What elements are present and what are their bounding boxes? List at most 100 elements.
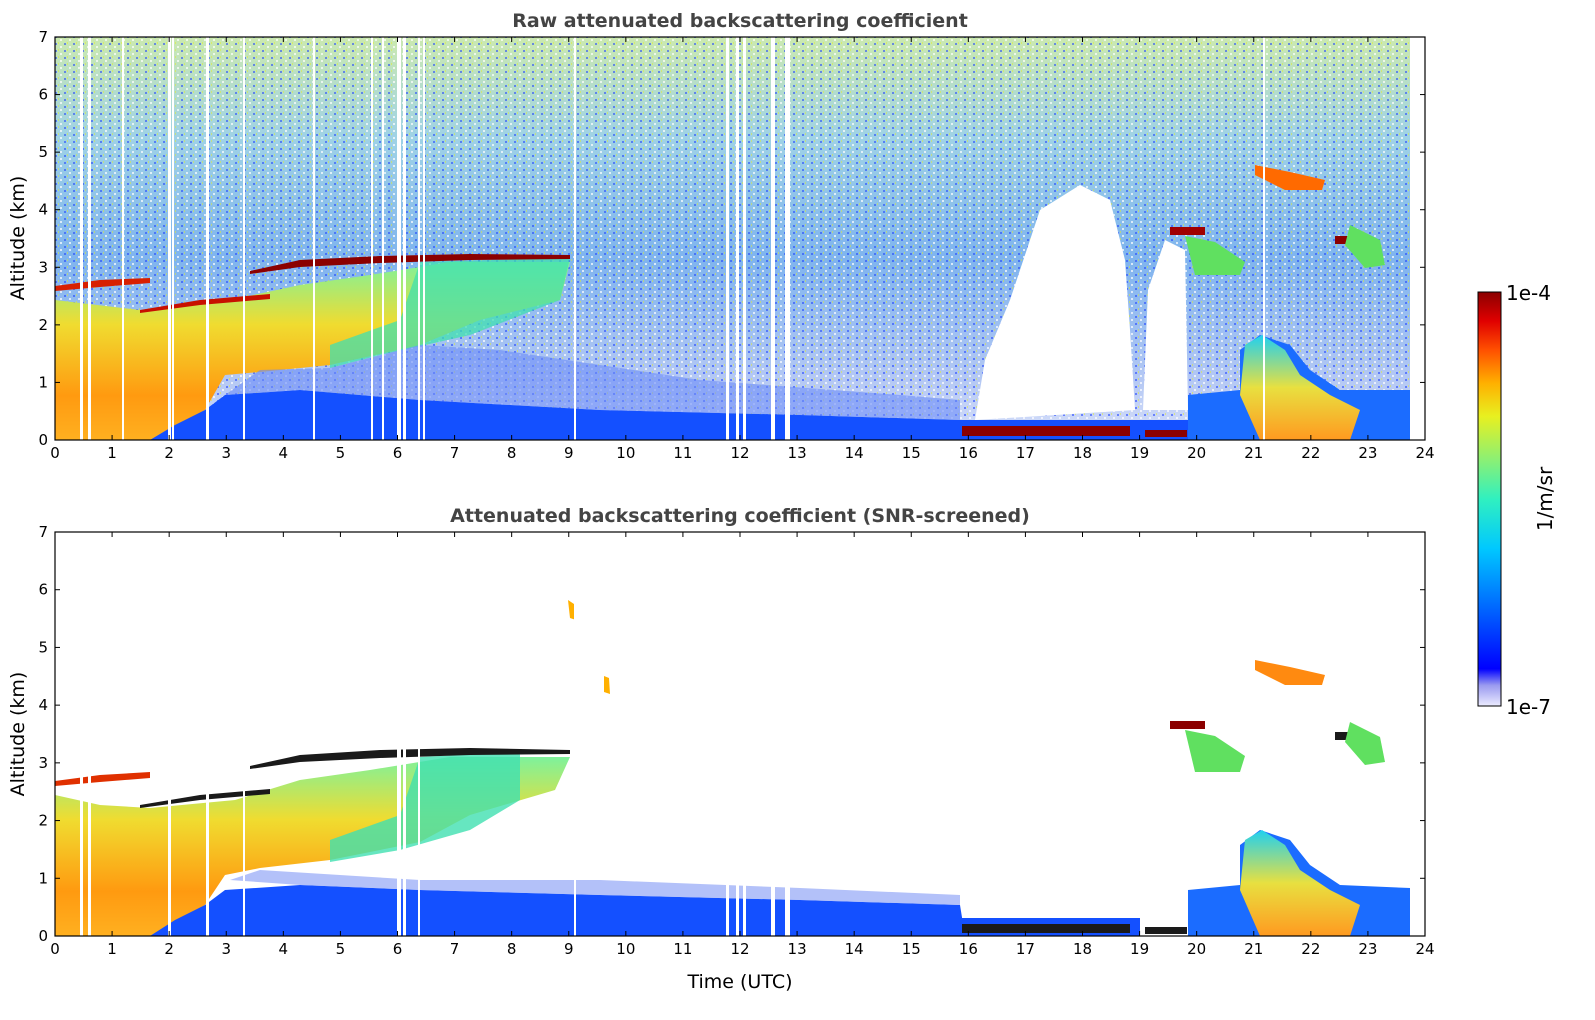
clear-gap xyxy=(975,185,1135,420)
y-tick-label: 3 xyxy=(38,754,48,772)
x-tick-label: 22 xyxy=(1301,940,1320,958)
screened-backscatter-panel: Attenuated backscattering coefficient (S… xyxy=(7,505,1435,993)
screened-cloud-high-2-fringe xyxy=(1345,722,1385,765)
cloud-low-2 xyxy=(1145,430,1187,437)
screened-evening-plume xyxy=(1240,830,1360,936)
evening-plume xyxy=(1240,335,1360,440)
time-xlabel: Time (UTC) xyxy=(686,971,792,993)
y-tick-label: 5 xyxy=(38,638,48,656)
x-tick-label: 23 xyxy=(1358,940,1377,958)
y-tick-label: 1 xyxy=(38,373,48,391)
x-tick-label: 0 xyxy=(50,940,60,958)
screened-heatmap xyxy=(55,532,1410,936)
colorbar-max-label: 1e-4 xyxy=(1506,281,1551,305)
layer-early xyxy=(55,278,150,291)
raw-ylabel: Altitude (km) xyxy=(7,176,29,301)
x-tick-label: 18 xyxy=(1073,940,1092,958)
y-tick-label: 6 xyxy=(38,581,48,599)
x-tick-label: 23 xyxy=(1358,444,1377,462)
y-tick-label: 3 xyxy=(38,258,48,276)
screened-layer-descending xyxy=(140,789,270,808)
plume-fringe xyxy=(330,258,570,368)
screened-ylabel: Altitude (km) xyxy=(7,672,29,797)
screened-cloud-mid-fringe xyxy=(1185,730,1245,772)
x-tick-label: 7 xyxy=(450,444,460,462)
x-tick-label: 13 xyxy=(788,444,807,462)
x-tick-label: 7 xyxy=(450,940,460,958)
screened-layer-3km xyxy=(250,748,570,769)
x-tick-label: 19 xyxy=(1130,940,1149,958)
x-tick-label: 12 xyxy=(730,444,749,462)
x-tick-label: 3 xyxy=(221,444,231,462)
x-tick-label: 5 xyxy=(336,940,346,958)
x-tick-label: 1 xyxy=(107,444,117,462)
screened-cloud-mid xyxy=(1170,721,1205,729)
x-tick-label: 6 xyxy=(393,444,403,462)
y-tick-label: 5 xyxy=(38,143,48,161)
cloud-high-2-fringe xyxy=(1345,225,1385,268)
screened-cloud-low-1 xyxy=(962,924,1130,933)
y-tick-label: 4 xyxy=(38,201,48,219)
raw-backscatter-panel: Raw attenuated backscattering coefficien… xyxy=(7,10,1435,462)
boundary-layer-fringe xyxy=(225,345,960,420)
x-tick-label: 14 xyxy=(845,940,864,958)
x-tick-label: 18 xyxy=(1073,444,1092,462)
screened-layer-early xyxy=(55,772,150,786)
screened-missing-profiles xyxy=(80,532,790,936)
x-tick-label: 19 xyxy=(1130,444,1149,462)
x-tick-label: 9 xyxy=(564,444,574,462)
screened-cloud-low-2 xyxy=(1145,927,1187,934)
raw-axis-ticks: 0 1 2 3 4 5 6 7 8 9 10 11 12 13 14 15 16 17 18 19 20 21 22 23 24… xyxy=(38,28,1434,462)
x-tick-label: 24 xyxy=(1415,940,1434,958)
screened-speck-2 xyxy=(604,676,610,694)
x-tick-label: 12 xyxy=(730,940,749,958)
cloud-low-1 xyxy=(962,426,1130,436)
cloud-mid xyxy=(1170,227,1205,235)
x-tick-label: 24 xyxy=(1415,444,1434,462)
x-tick-label: 10 xyxy=(616,444,635,462)
raw-panel-title: Raw attenuated backscattering coefficien… xyxy=(512,10,968,32)
x-tick-label: 11 xyxy=(673,444,692,462)
y-tick-label: 7 xyxy=(38,523,48,541)
cloud-mid-fringe xyxy=(1185,236,1245,275)
y-tick-label: 1 xyxy=(38,869,48,887)
x-tick-label: 4 xyxy=(279,444,289,462)
x-tick-label: 14 xyxy=(845,444,864,462)
screened-boundary-layer xyxy=(150,885,965,936)
x-tick-label: 17 xyxy=(1016,940,1035,958)
y-tick-label: 7 xyxy=(38,28,48,46)
x-tick-label: 16 xyxy=(959,940,978,958)
x-tick-label: 17 xyxy=(1016,444,1035,462)
clear-gap-2 xyxy=(1143,240,1188,410)
x-tick-label: 1 xyxy=(107,940,117,958)
screened-cloud-high xyxy=(1255,660,1325,685)
screened-plume-fringe xyxy=(330,752,520,862)
x-tick-label: 21 xyxy=(1244,444,1263,462)
layer-3km xyxy=(250,254,570,274)
x-tick-label: 3 xyxy=(221,940,231,958)
x-tick-label: 8 xyxy=(507,444,517,462)
screened-boundary-layer-fringe xyxy=(230,870,960,905)
x-tick-label: 10 xyxy=(616,940,635,958)
x-tick-label: 5 xyxy=(336,444,346,462)
x-tick-label: 13 xyxy=(788,940,807,958)
y-tick-label: 4 xyxy=(38,696,48,714)
raw-heatmap xyxy=(55,37,1410,440)
x-tick-label: 16 xyxy=(959,444,978,462)
x-tick-label: 8 xyxy=(507,940,517,958)
x-tick-label: 22 xyxy=(1301,444,1320,462)
screened-panel-title: Attenuated backscattering coefficient (S… xyxy=(450,505,1030,527)
boundary-layer xyxy=(150,390,1010,440)
y-tick-label: 2 xyxy=(38,316,48,334)
y-tick-label: 2 xyxy=(38,812,48,830)
screened-axis-ticks: 0 1 2 3 4 5 6 7 8 9 10 11 12 13 14 15 16 17 18 19 20 21 22 23 24… xyxy=(38,523,1434,958)
colorbar-unit-label: 1/m/sr xyxy=(1533,466,1557,531)
x-tick-label: 2 xyxy=(164,444,174,462)
missing-profiles xyxy=(80,37,1265,440)
x-tick-label: 15 xyxy=(902,444,921,462)
y-tick-label: 6 xyxy=(38,86,48,104)
x-tick-label: 20 xyxy=(1187,444,1206,462)
y-tick-label: 0 xyxy=(38,431,48,449)
x-tick-label: 2 xyxy=(164,940,174,958)
